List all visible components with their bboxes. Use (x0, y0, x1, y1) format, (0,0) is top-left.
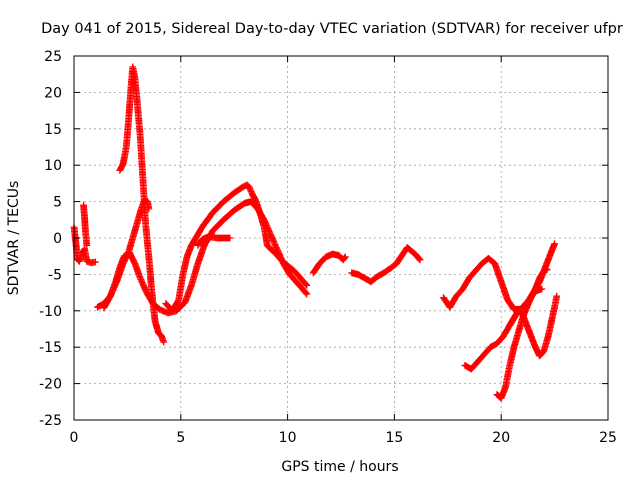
y-tick-label: 10 (44, 158, 62, 174)
x-tick-label: 20 (492, 430, 510, 446)
x-tick-label: 5 (176, 430, 185, 446)
series-arc-2 (80, 201, 91, 249)
y-tick-label: -10 (39, 304, 62, 320)
data-point-markers (309, 250, 349, 277)
data-points (70, 63, 561, 402)
y-tick-label: 25 (44, 49, 62, 65)
data-point-markers (162, 181, 311, 315)
x-tick-label: 0 (70, 430, 79, 446)
data-point-markers (493, 265, 551, 402)
chart-title: Day 041 of 2015, Sidereal Day-to-day VTE… (41, 21, 623, 37)
series-arc-13 (506, 292, 561, 360)
data-point-markers (348, 244, 424, 286)
series-arc-12 (493, 265, 551, 402)
y-tick-label: -25 (39, 413, 62, 429)
x-tick-label: 25 (599, 430, 617, 446)
x-tick-label: 10 (279, 430, 297, 446)
series-arc-8 (309, 250, 349, 277)
y-tick-label: 0 (53, 231, 62, 247)
y-tick-label: 15 (44, 122, 62, 138)
y-tick-label: 20 (44, 85, 62, 101)
series-arc-9 (348, 244, 424, 286)
y-axis-label: SDTVAR / TECUs (6, 181, 22, 296)
y-tick-label: -15 (39, 340, 62, 356)
x-axis-label: GPS time / hours (281, 459, 398, 475)
series-arc-7 (194, 233, 234, 249)
data-point-markers (506, 292, 561, 360)
y-tick-label: 5 (53, 195, 62, 211)
grid-lines (74, 56, 608, 420)
y-tick-label: -20 (39, 377, 62, 393)
data-point-markers (80, 201, 91, 249)
x-tick-label: 15 (385, 430, 403, 446)
y-tick-label: -5 (48, 267, 62, 283)
series-arc-6 (162, 181, 311, 315)
axis-ticks: 0 5 10 15 20 25 -25 -20 -15 -10 -5 0 5 10 15 20 25 (39, 49, 617, 446)
data-point-markers (194, 233, 234, 249)
